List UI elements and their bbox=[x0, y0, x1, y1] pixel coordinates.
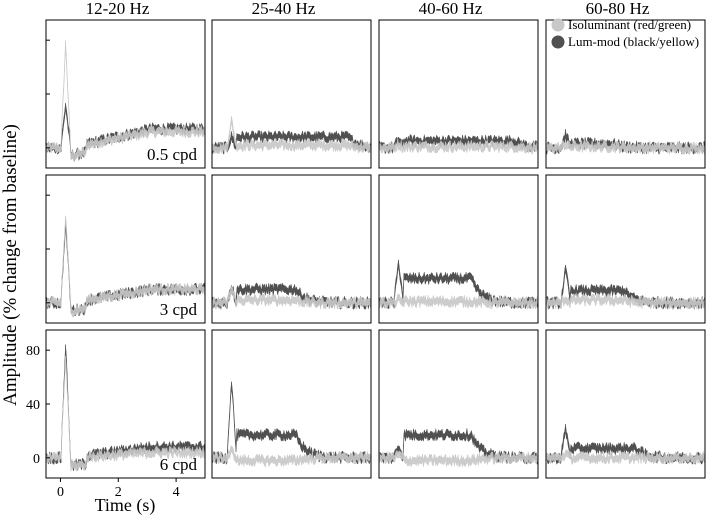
panel-r1-c0: 3 cpd bbox=[45, 174, 206, 324]
panel-r0-c0: 0.5 cpd bbox=[45, 19, 206, 169]
panel-r1-c2 bbox=[378, 174, 539, 324]
x-tick-label: 2 bbox=[115, 485, 122, 500]
isoluminant-trace bbox=[46, 356, 205, 472]
legend-label: Lum-mod (black/yellow) bbox=[568, 34, 699, 49]
panel-grid: 0.5 cpd 3 cpd 6 cpd 0 40 80 0 2 4 bbox=[26, 19, 706, 500]
panel-frame bbox=[211, 329, 372, 479]
isoluminant-trace bbox=[212, 285, 371, 310]
lum-mod-trace bbox=[212, 129, 371, 155]
panel-frame bbox=[545, 19, 706, 169]
panel-frame bbox=[378, 19, 539, 169]
panel-frame bbox=[545, 174, 706, 324]
panel-r2-c3 bbox=[545, 329, 706, 479]
isoluminant-trace bbox=[379, 449, 538, 468]
isoluminant-trace bbox=[212, 445, 371, 468]
isoluminant-trace bbox=[212, 116, 371, 155]
isoluminant-trace bbox=[546, 292, 705, 310]
y-tick-label: 40 bbox=[26, 398, 40, 413]
legend-label: Isoluminant (red/green) bbox=[568, 17, 691, 32]
row-label: 3 cpd bbox=[160, 300, 198, 319]
lum-mod-trace bbox=[212, 381, 371, 466]
panel-frame bbox=[378, 174, 539, 324]
panel-frame bbox=[211, 174, 372, 324]
x-tick-label: 0 bbox=[57, 485, 64, 500]
y-tick-label: 80 bbox=[26, 344, 40, 359]
column-titles: 12-20 Hz 25-40 Hz 40-60 Hz 60-80 Hz bbox=[86, 0, 650, 18]
x-axis-label: Time (s) bbox=[95, 495, 156, 516]
panel-frame bbox=[211, 19, 372, 169]
panel-r2-c1 bbox=[211, 329, 372, 479]
panel-r0-c1 bbox=[211, 19, 372, 169]
legend: Isoluminant (red/green) Lum-mod (black/ye… bbox=[551, 17, 699, 49]
panel-frame bbox=[545, 329, 706, 479]
isoluminant-trace bbox=[546, 449, 705, 466]
column-title: 25-40 Hz bbox=[252, 0, 316, 18]
lum-mod-trace bbox=[379, 133, 538, 155]
column-title: 12-20 Hz bbox=[86, 0, 150, 18]
column-title: 60-80 Hz bbox=[586, 0, 650, 18]
panel-r0-c2 bbox=[378, 19, 539, 169]
legend-marker bbox=[551, 35, 565, 49]
column-title: 40-60 Hz bbox=[419, 0, 483, 18]
lum-mod-trace bbox=[546, 264, 705, 311]
isoluminant-trace bbox=[46, 40, 205, 161]
x-tick-label: 4 bbox=[173, 485, 180, 500]
row-label: 0.5 cpd bbox=[147, 145, 198, 164]
panel-r2-c2 bbox=[378, 329, 539, 479]
y-axis-label: Amplitude (% change from baseline) bbox=[0, 124, 21, 406]
panel-r1-c1 bbox=[211, 174, 372, 324]
isoluminant-trace bbox=[379, 138, 538, 155]
isoluminant-trace bbox=[46, 215, 205, 318]
y-tick-label: 0 bbox=[33, 452, 40, 467]
panel-r0-c3 bbox=[545, 19, 706, 169]
isoluminant-trace bbox=[546, 139, 705, 155]
legend-marker bbox=[551, 18, 565, 32]
row-label: 6 cpd bbox=[160, 455, 198, 474]
panel-r2-c0: 6 cpd 0 40 80 0 2 4 bbox=[26, 329, 206, 500]
panel-frame bbox=[378, 329, 539, 479]
isoluminant-trace bbox=[379, 293, 538, 311]
panel-r1-c3 bbox=[545, 174, 706, 324]
